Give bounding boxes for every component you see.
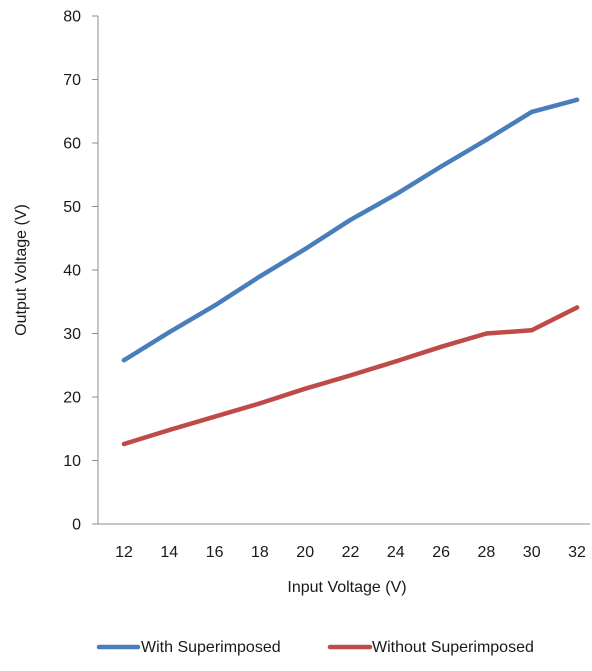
- data-point: [121, 441, 127, 447]
- y-tick-label: 80: [63, 9, 81, 26]
- data-point: [212, 414, 217, 419]
- data-point: [121, 357, 127, 363]
- series-lines: [121, 97, 580, 447]
- x-tick-label: 24: [387, 544, 405, 561]
- y-axis-title: Output Voltage (V): [13, 204, 30, 336]
- data-point: [303, 386, 308, 391]
- y-tick-label: 10: [63, 453, 81, 470]
- y-tick-label: 40: [63, 263, 81, 280]
- x-tick-label: 12: [115, 544, 133, 561]
- data-point: [438, 344, 444, 350]
- x-tick-label: 20: [296, 544, 314, 561]
- x-tick-label: 14: [160, 544, 178, 561]
- data-point: [167, 427, 172, 433]
- x-tick-label: 28: [478, 544, 496, 561]
- x-tick-label: 22: [342, 544, 360, 561]
- legend-label: Without Superimposed: [372, 639, 534, 656]
- data-point: [212, 303, 217, 308]
- data-point: [393, 359, 398, 364]
- data-point: [529, 109, 534, 115]
- y-tick-label: 30: [63, 326, 81, 343]
- data-point: [257, 401, 263, 406]
- legend: With Superimposed Without Superimposed: [96, 639, 534, 656]
- data-point: [529, 328, 534, 333]
- y-tick-label: 0: [72, 517, 81, 534]
- data-point: [438, 164, 444, 169]
- y-tick-label: 70: [63, 72, 81, 89]
- x-tick-label: 26: [432, 544, 450, 561]
- x-tick-label: 32: [568, 544, 586, 561]
- data-point: [348, 373, 353, 378]
- series-line-1: [121, 97, 580, 363]
- data-point: [348, 217, 353, 223]
- x-tick-label: 16: [206, 544, 224, 561]
- data-point: [484, 137, 489, 143]
- data-point: [574, 97, 580, 103]
- data-point: [484, 331, 489, 336]
- data-point: [303, 246, 308, 252]
- x-tick-label: 30: [523, 544, 541, 561]
- legend-label: With Superimposed: [141, 639, 281, 656]
- axes: [92, 15, 590, 525]
- y-tick-label: 20: [63, 390, 81, 407]
- x-axis-title: Input Voltage (V): [287, 579, 406, 596]
- data-point: [167, 330, 172, 335]
- data-point: [574, 305, 580, 310]
- x-tick-label: 18: [251, 544, 269, 561]
- y-tick-label: 50: [63, 199, 81, 216]
- data-point: [393, 192, 398, 197]
- tick-labels: 0 10 20 30 40 50 60 70 80 12 14 16 18 20 22 24 26 28 30 32: [63, 9, 586, 562]
- y-tick-label: 60: [63, 136, 81, 153]
- data-point: [257, 274, 263, 279]
